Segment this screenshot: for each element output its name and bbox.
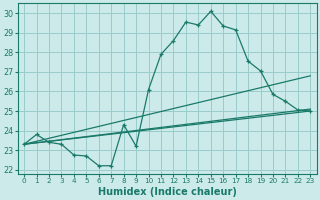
X-axis label: Humidex (Indice chaleur): Humidex (Indice chaleur) [98,187,237,197]
